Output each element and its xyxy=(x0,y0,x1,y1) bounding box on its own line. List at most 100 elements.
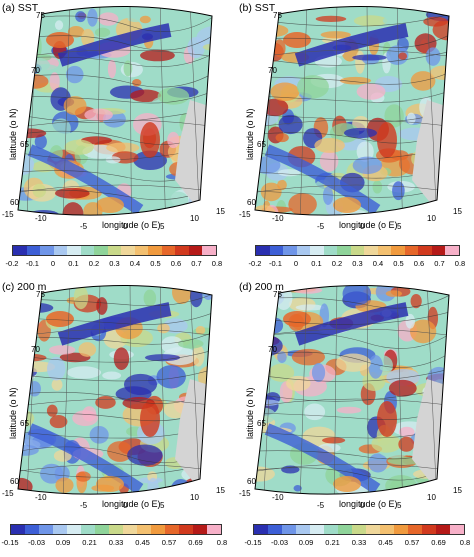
colorbar-labels: -0.2 -0.1 0 0.1 0.2 0.3 0.4 0.5 0.6 0.7 0.8 xyxy=(249,259,466,269)
colorbar-tick-label: 0.21 xyxy=(325,538,340,547)
y-axis-label: latitude (o N) xyxy=(8,387,18,439)
colorbar xyxy=(253,524,465,535)
lon-tick: 15 xyxy=(453,207,462,216)
colorbar-tick-label: 0.7 xyxy=(191,259,202,268)
colorbar-swatch xyxy=(40,246,54,255)
colorbar-tick-label: 0.8 xyxy=(211,259,223,268)
colorbar-swatch xyxy=(445,246,459,255)
colorbar-tick-label: 0.4 xyxy=(372,259,384,268)
lat-tick: 60 xyxy=(10,198,19,207)
colorbar-tick-label: 0.1 xyxy=(311,259,322,268)
colorbar-swatch xyxy=(352,525,366,534)
colorbar-swatch xyxy=(80,246,95,255)
colorbar-swatch xyxy=(324,525,338,534)
colorbar-swatch xyxy=(188,246,203,255)
colorbar-tick-label: -0.15 xyxy=(244,538,262,547)
map-field xyxy=(18,285,212,495)
colorbar-tick-label: 0.6 xyxy=(413,259,425,268)
colorbar-swatch xyxy=(39,525,53,534)
colorbar-swatch xyxy=(436,525,450,534)
lon-tick: 0 xyxy=(360,222,365,231)
colorbar-tick-label: 0.1 xyxy=(68,259,79,268)
y-axis-label: latitude (o N) xyxy=(8,108,18,160)
map-field xyxy=(255,6,449,216)
panel-title: (c) 200 m xyxy=(2,281,47,293)
colorbar-swatch xyxy=(53,525,67,534)
map-c xyxy=(17,285,213,495)
colorbar-swatch xyxy=(94,246,108,255)
lat-tick: 70 xyxy=(268,345,277,354)
colorbar-swatch xyxy=(53,246,68,255)
lon-tick: -15 xyxy=(2,489,14,498)
lat-tick: 70 xyxy=(31,66,40,75)
colorbar-swatch xyxy=(161,246,176,255)
colorbar-swatch xyxy=(109,525,123,534)
lon-tick: 10 xyxy=(190,214,199,223)
colorbar-tick-label: 0.3 xyxy=(352,259,363,268)
colorbar-tick-label: -0.15 xyxy=(1,538,19,547)
panel-title: (d) 200 m xyxy=(239,281,284,293)
colorbar xyxy=(12,245,217,256)
colorbar-swatch xyxy=(337,246,351,255)
colorbar-swatch xyxy=(350,246,365,255)
colorbar-swatch xyxy=(296,246,311,255)
colorbar-swatch xyxy=(431,246,446,255)
colorbar-swatch xyxy=(107,246,122,255)
lat-tick: 70 xyxy=(31,345,40,354)
lon-tick: -10 xyxy=(272,214,284,223)
colorbar-tick-label: 0.4 xyxy=(129,259,141,268)
lon-tick: 10 xyxy=(427,214,436,223)
lon-tick: -5 xyxy=(317,222,325,231)
map-d xyxy=(254,285,450,495)
colorbar-swatch xyxy=(283,246,297,255)
colorbar-swatch xyxy=(165,525,179,534)
colorbar-tick-label: -0.2 xyxy=(5,259,19,268)
lon-tick: 15 xyxy=(216,207,225,216)
lon-tick: -10 xyxy=(272,493,284,502)
lon-tick: -15 xyxy=(2,210,14,219)
lat-tick: 65 xyxy=(20,140,29,149)
lon-tick: 15 xyxy=(216,486,225,495)
colorbar-swatch xyxy=(175,246,189,255)
map-b xyxy=(254,6,450,216)
panel-c: (c) 200 m latitude (o N) longitude (o E)… xyxy=(0,279,237,557)
map-field xyxy=(18,6,212,216)
colorbar-tick-label: 0.2 xyxy=(331,259,343,268)
colorbar-swatch xyxy=(364,246,378,255)
colorbar-swatch xyxy=(256,246,270,255)
x-axis-label: longitude (o E) xyxy=(102,220,161,230)
lat-tick: 65 xyxy=(257,419,266,428)
colorbar-tick-label: -0.1 xyxy=(26,259,39,268)
lat-tick: 70 xyxy=(268,66,277,75)
lon-tick: 0 xyxy=(360,501,365,510)
lon-tick: -15 xyxy=(239,489,251,498)
colorbar-tick-label: -0.2 xyxy=(248,259,262,268)
colorbar-labels: -0.15 -0.03 0.09 0.21 0.33 0.45 0.57 0.69 0.8 xyxy=(244,538,470,548)
colorbar-swatch xyxy=(81,525,95,534)
colorbar-tick-label: 0.8 xyxy=(454,259,466,268)
colorbar-swatch xyxy=(25,525,39,534)
colorbar-tick-label: 0.09 xyxy=(298,538,314,547)
colorbar-swatch xyxy=(179,525,193,534)
colorbar-tick-label: 0.3 xyxy=(109,259,120,268)
lon-tick: 10 xyxy=(427,493,436,502)
lat-tick: 60 xyxy=(10,477,19,486)
colorbar-swatch xyxy=(323,246,338,255)
colorbar-swatch xyxy=(13,246,27,255)
colorbar-swatch xyxy=(338,525,352,534)
colorbar xyxy=(255,245,460,256)
colorbar-tick-label: 0.09 xyxy=(55,538,71,547)
colorbar-swatch xyxy=(418,246,432,255)
colorbar-tick-label: 0.5 xyxy=(393,259,404,268)
colorbar-swatch xyxy=(137,525,151,534)
lon-tick: -5 xyxy=(80,222,88,231)
lat-tick: 65 xyxy=(257,140,266,149)
colorbar-tick-label: 0.33 xyxy=(351,538,367,547)
colorbar-swatch xyxy=(26,246,41,255)
panel-title: (a) SST xyxy=(2,2,39,14)
y-axis-label: latitude (o N) xyxy=(245,108,255,160)
colorbar-swatch xyxy=(95,525,109,534)
lat-tick: 60 xyxy=(247,198,256,207)
colorbar-tick-label: 0.57 xyxy=(161,538,177,547)
colorbar-swatch xyxy=(422,525,436,534)
